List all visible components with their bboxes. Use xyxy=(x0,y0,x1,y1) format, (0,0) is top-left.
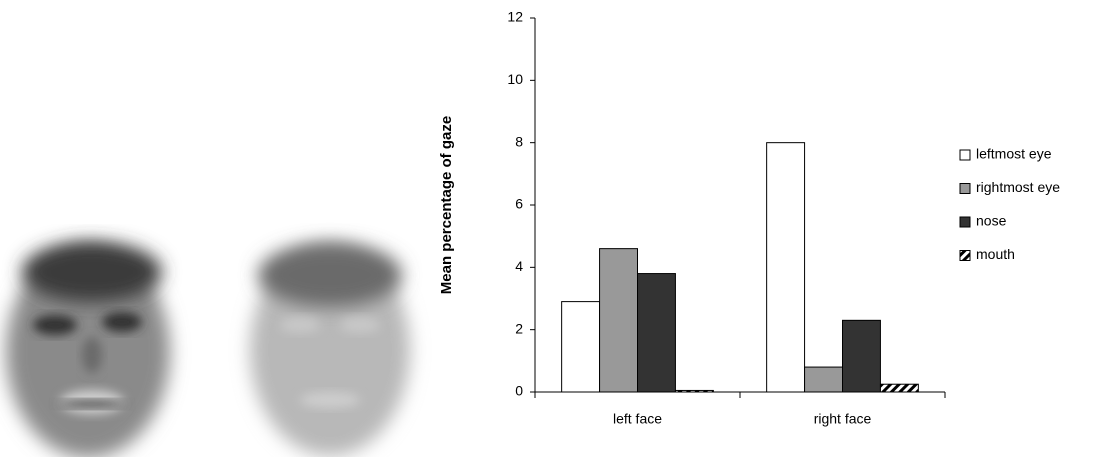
bar xyxy=(561,301,601,393)
bar xyxy=(842,319,881,393)
legend-swatch xyxy=(959,250,971,261)
y-axis-label: Mean percentage of gaze xyxy=(438,116,455,294)
legend-swatch xyxy=(959,216,971,228)
y-tick-label: 0 xyxy=(515,383,523,399)
x-tick-label: left face xyxy=(613,411,662,427)
y-tick-label: 12 xyxy=(507,9,523,25)
y-tick-label: 10 xyxy=(507,71,523,87)
bar xyxy=(879,383,919,393)
legend-label: rightmost eye xyxy=(976,179,1060,195)
legend-label: nose xyxy=(976,213,1007,229)
y-tick-label: 6 xyxy=(515,196,523,212)
left-face-image xyxy=(6,242,170,457)
bar xyxy=(804,366,844,393)
bar xyxy=(637,273,676,393)
x-tick-label: right face xyxy=(814,411,872,427)
y-tick-label: 2 xyxy=(515,320,523,336)
bar xyxy=(766,142,806,393)
legend-label: mouth xyxy=(976,246,1015,262)
legend-swatch xyxy=(959,149,971,161)
right-face-image xyxy=(250,243,410,456)
bar xyxy=(674,389,714,393)
y-tick-label: 4 xyxy=(515,258,523,274)
legend-swatch xyxy=(959,183,971,194)
y-tick-label: 8 xyxy=(515,133,523,149)
legend-label: leftmost eye xyxy=(976,146,1052,162)
bar xyxy=(599,248,639,393)
